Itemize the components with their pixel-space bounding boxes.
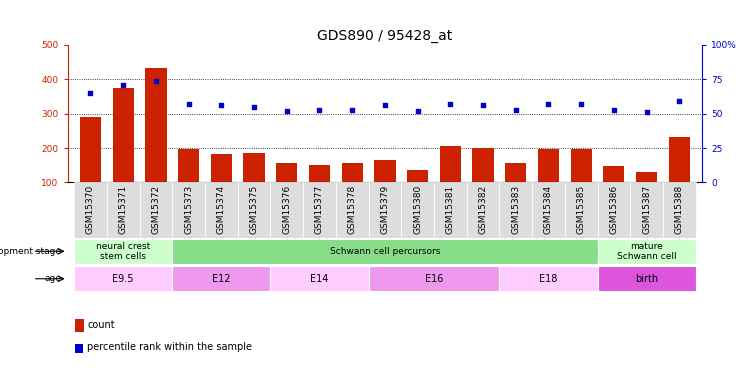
Point [379, 102, 391, 108]
Bar [237, 183, 270, 237]
Point [575, 101, 587, 107]
Text: GSM15385: GSM15385 [577, 185, 586, 234]
Text: GSM15373: GSM15373 [184, 185, 193, 234]
Bar [630, 183, 663, 237]
Point [281, 108, 293, 114]
Point [608, 106, 620, 112]
Bar [603, 166, 625, 183]
Point [117, 82, 129, 88]
Text: E12: E12 [212, 274, 231, 284]
Text: GSM15371: GSM15371 [119, 185, 128, 234]
Bar [276, 163, 297, 183]
Bar [342, 163, 363, 183]
Bar [172, 239, 598, 264]
Title: GDS890 / 95428_at: GDS890 / 95428_at [317, 28, 453, 43]
Point [542, 101, 554, 107]
Point [182, 101, 195, 107]
Text: E18: E18 [539, 274, 558, 284]
Bar [401, 183, 434, 237]
Text: GSM15370: GSM15370 [86, 185, 95, 234]
Text: development stage: development stage [0, 247, 62, 256]
Bar [499, 266, 598, 291]
Text: neural crest
stem cells: neural crest stem cells [96, 242, 150, 261]
Bar [113, 88, 134, 183]
Text: age: age [44, 274, 62, 283]
Bar [243, 153, 264, 183]
Text: GSM15377: GSM15377 [315, 185, 324, 234]
Bar [140, 183, 172, 237]
Bar [205, 183, 237, 237]
Text: GSM15382: GSM15382 [478, 185, 487, 234]
Bar [434, 183, 466, 237]
Text: GSM15381: GSM15381 [446, 185, 455, 234]
Bar [466, 183, 499, 237]
Text: GSM15383: GSM15383 [511, 185, 520, 234]
Text: GSM15386: GSM15386 [609, 185, 618, 234]
Text: GSM15379: GSM15379 [381, 185, 389, 234]
Bar [532, 183, 565, 237]
Text: GSM15387: GSM15387 [642, 185, 651, 234]
Text: GSM15375: GSM15375 [249, 185, 258, 234]
Bar [336, 183, 369, 237]
Bar [636, 172, 657, 183]
Bar [407, 170, 428, 183]
Point [477, 102, 489, 108]
Bar [499, 183, 532, 237]
Bar [178, 150, 199, 183]
Bar [211, 154, 232, 183]
Text: birth: birth [635, 274, 658, 284]
Bar [80, 117, 101, 183]
Bar [663, 183, 695, 237]
Bar [598, 183, 630, 237]
Bar [505, 163, 526, 183]
Bar [303, 183, 336, 237]
Bar [172, 183, 205, 237]
Text: count: count [87, 321, 115, 330]
Point [674, 98, 686, 104]
Text: GSM15384: GSM15384 [544, 185, 553, 234]
Point [445, 101, 457, 107]
Point [641, 110, 653, 116]
Bar [145, 68, 167, 183]
Bar [538, 150, 559, 183]
Bar [369, 266, 499, 291]
Bar [439, 146, 461, 183]
Text: GSM15388: GSM15388 [675, 185, 684, 234]
Bar [309, 165, 330, 183]
Text: Schwann cell percursors: Schwann cell percursors [330, 247, 440, 256]
Point [150, 78, 162, 84]
Bar [270, 183, 303, 237]
Bar [172, 266, 270, 291]
Text: GSM15376: GSM15376 [282, 185, 291, 234]
Text: E16: E16 [425, 274, 443, 284]
Bar [374, 160, 396, 183]
Text: GSM15380: GSM15380 [413, 185, 422, 234]
Bar [668, 137, 690, 183]
Point [84, 90, 96, 96]
Bar [598, 266, 695, 291]
Point [510, 106, 522, 112]
Text: mature
Schwann cell: mature Schwann cell [617, 242, 677, 261]
Text: E9.5: E9.5 [113, 274, 134, 284]
Bar [598, 239, 695, 264]
Bar [107, 183, 140, 237]
Bar [571, 149, 592, 183]
Text: percentile rank within the sample: percentile rank within the sample [87, 342, 252, 352]
Point [313, 106, 325, 112]
Point [346, 106, 358, 112]
Bar [369, 183, 401, 237]
Bar [472, 148, 493, 183]
Bar [565, 183, 598, 237]
Bar [74, 239, 172, 264]
Bar [270, 266, 369, 291]
Bar [74, 183, 107, 237]
Point [248, 104, 260, 110]
Text: GSM15374: GSM15374 [217, 185, 226, 234]
Point [412, 108, 424, 114]
Bar [74, 266, 172, 291]
Text: GSM15372: GSM15372 [152, 185, 161, 234]
Point [216, 102, 228, 108]
Text: GSM15378: GSM15378 [348, 185, 357, 234]
Text: E14: E14 [310, 274, 329, 284]
